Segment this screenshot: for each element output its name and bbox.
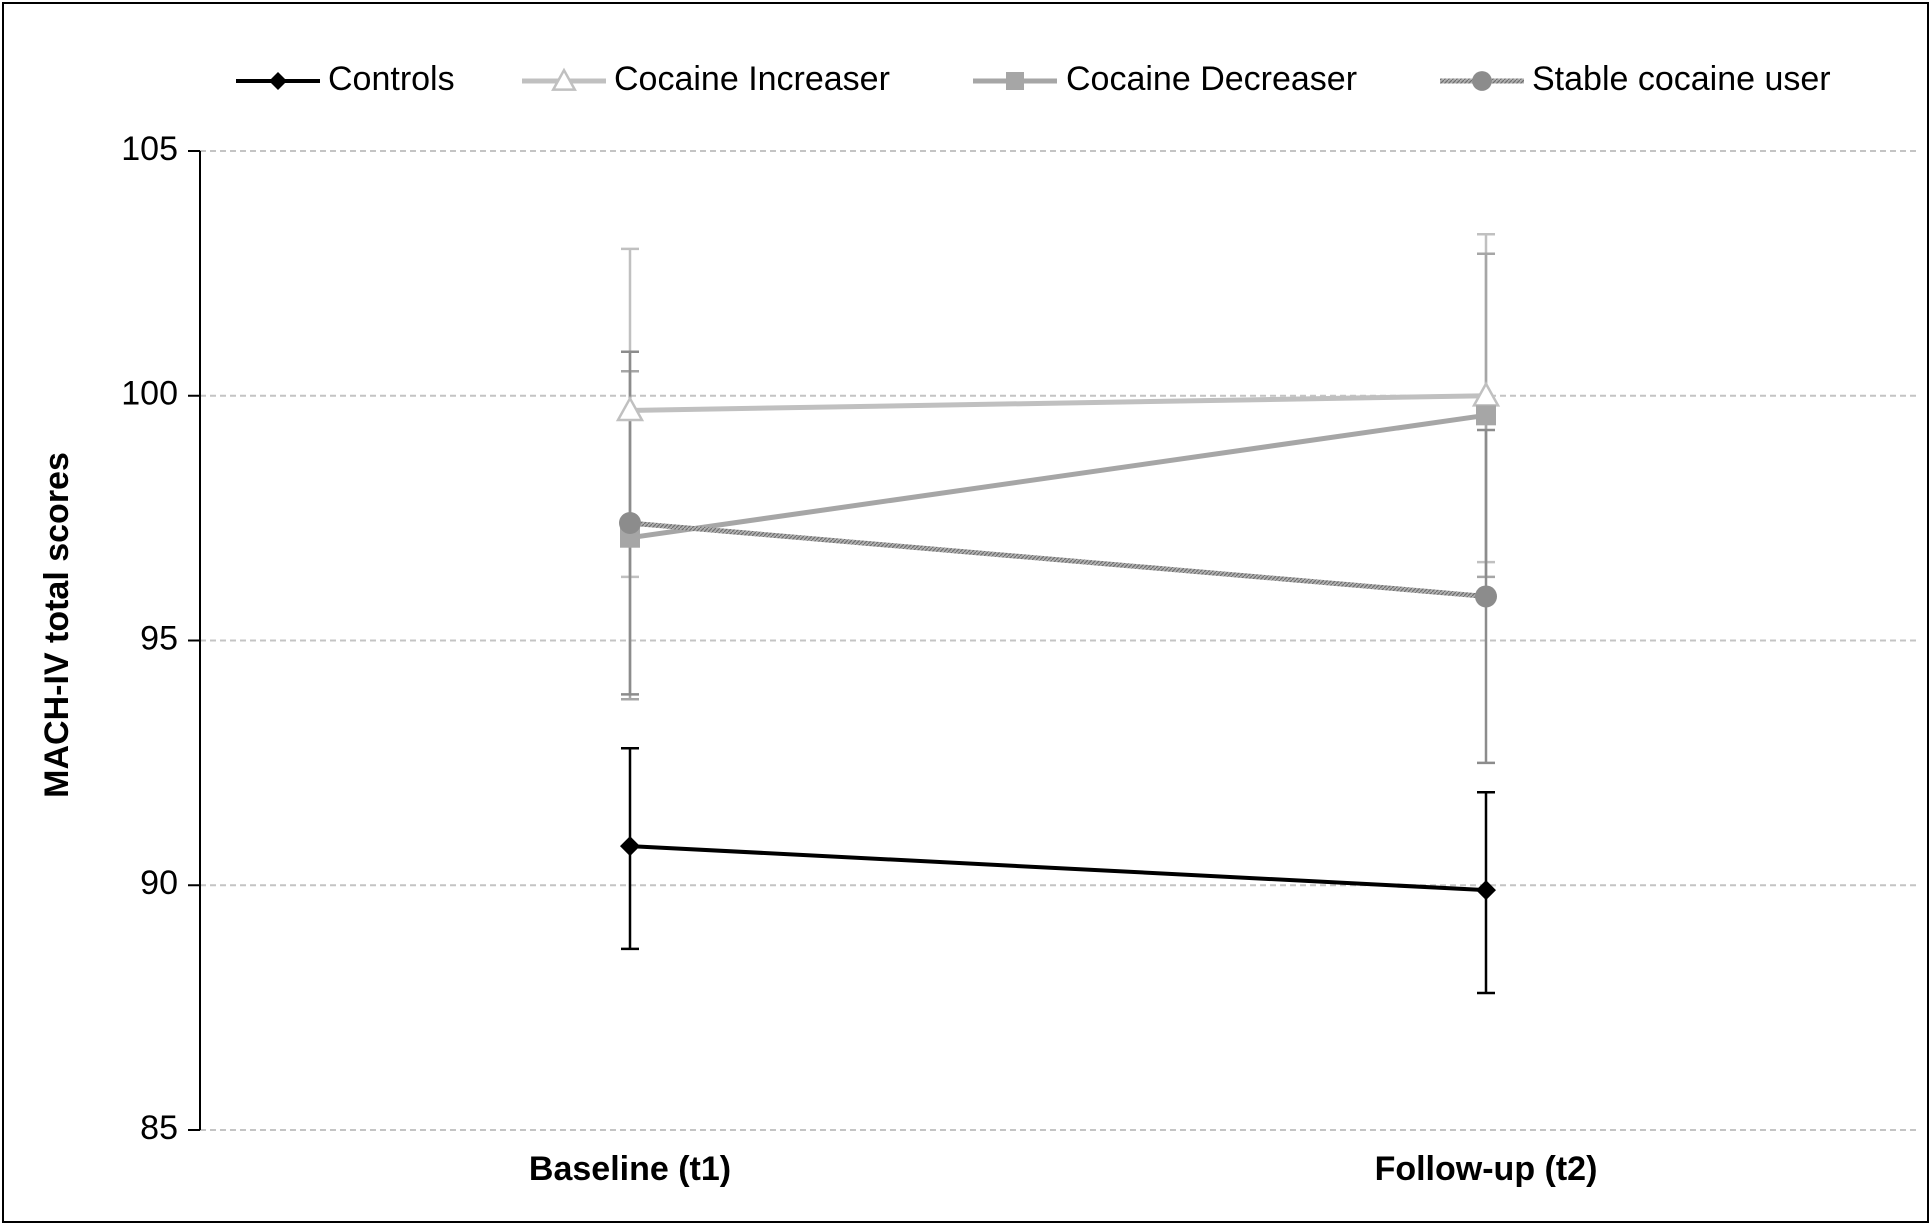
y-axis-label: MACH-IV total scores	[38, 452, 76, 798]
y-tick-label: 95	[140, 619, 178, 657]
gridlines	[200, 150, 1920, 1131]
y-tick-label: 90	[140, 864, 178, 902]
series-line	[629, 844, 1487, 893]
series-line	[629, 412, 1487, 541]
legend-swatch-marker	[1006, 72, 1024, 90]
x-category-label: Baseline (t1)	[529, 1150, 731, 1188]
data-point	[1476, 405, 1496, 426]
legend-label: Cocaine Decreaser	[1066, 60, 1357, 98]
legend: Controls Cocaine Increaser Cocaine Decreas…	[236, 60, 1831, 98]
data-point	[619, 512, 641, 535]
y-tick-label: 85	[140, 1109, 178, 1147]
series-line	[629, 520, 1487, 599]
legend-label: Stable cocaine user	[1532, 60, 1831, 98]
data-point	[615, 395, 645, 422]
y-tick-label: 105	[121, 130, 178, 168]
axes: 85 90 95 100 105 Baseline (t1) Follow-up (t2)	[121, 130, 1597, 1188]
legend-swatch-marker	[269, 72, 287, 90]
series-layer	[615, 232, 1501, 995]
data-point	[1476, 880, 1496, 901]
y-tick-label: 100	[121, 375, 178, 413]
legend-label: Cocaine Increaser	[614, 60, 890, 98]
legend-swatch-marker	[1472, 71, 1492, 91]
legend-label: Controls	[328, 60, 455, 98]
legend-swatch-marker	[551, 67, 577, 91]
x-category-label: Follow-up (t2)	[1375, 1150, 1598, 1188]
series-line	[629, 393, 1487, 413]
data-point	[1475, 585, 1497, 608]
data-point	[620, 836, 640, 857]
